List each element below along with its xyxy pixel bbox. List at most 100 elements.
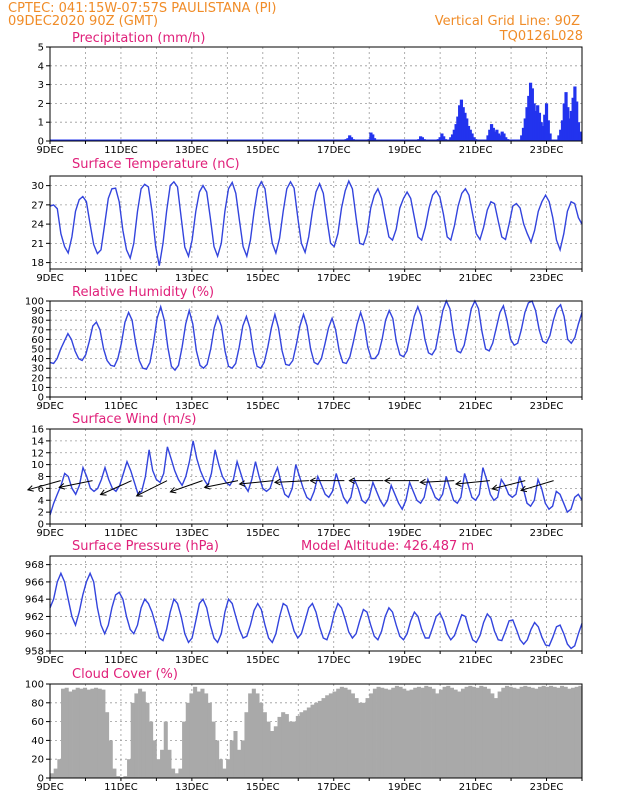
cloud-cover-bar [306,707,311,778]
cloud-cover-bar [299,712,304,778]
cloud-cover-bar [372,688,377,778]
cloud-cover-bar [240,740,245,778]
cloud-cover-bar [152,740,157,778]
precipitation-xtick-label: 13DEC [175,145,209,156]
humidity-ytick-label: 10 [31,383,44,394]
cloud-cover-bar [354,698,359,778]
cloud-cover-bar [303,710,308,778]
temperature-title: Surface Temperature (nC) [72,157,240,172]
humidity-ytick-label: 50 [31,345,44,356]
humidity-xtick-label: 11DEC [104,401,138,412]
header-code: TQ0126L028 [499,29,583,44]
humidity-ytick-label: 0 [38,393,44,404]
cloud-cover-bar [226,759,231,778]
cloud-cover-bar [244,712,249,778]
cloud-cover-bar [548,685,554,778]
cloud-cover-bar [171,768,176,778]
cloud-cover-bar [453,689,458,778]
cloud-cover-bar [138,688,143,778]
precip-bar [537,112,542,141]
cloud-cover-bar [563,686,568,778]
precipitation-ytick-label: 0 [38,137,44,148]
pressure-ytick-label: 960 [25,629,44,640]
humidity-xtick-label: 15DEC [246,401,280,412]
cloud-cover-bar [163,721,168,778]
precip-bar [472,137,476,141]
precip-bar [493,131,497,141]
cloud-cover-bar [365,698,370,778]
cloud-cover-bar [328,693,333,778]
cloud-cover-bar [193,686,198,778]
cloud-cover-bar [523,685,528,778]
cloud-cover-bar [457,691,462,778]
header-run-time: 09DEC2020 90Z (GMT) [8,14,158,29]
temperature-ytick-label: 24 [31,220,44,231]
cloud-cover-bar [292,721,297,778]
wind-ytick-label: 14 [31,436,44,447]
precip-bar [569,110,573,141]
cloud-cover-bar [288,721,293,778]
temperature-panel: 18 21 24 27 30 9DEC 11DEC 13DEC 15DEC 17DEC 19DEC 2… [31,175,583,284]
pressure-ytick-label: 964 [25,595,44,606]
wind-frame [49,428,583,525]
cloud-cover-bar [156,759,161,778]
humidity-xtick-label: 13DEC [175,401,209,412]
cloud-cover-bar [90,688,95,778]
wind-arrowhead [383,477,391,484]
cloud-cover-bar [127,759,132,778]
cloud-cover-bar [438,689,443,778]
cloud-cover-bar [211,721,216,778]
precip-bar [559,129,563,141]
temperature-xtick-label: 9DEC [36,273,63,284]
cloud-cover-bar [277,716,282,778]
cloud-cover-bar [112,768,117,778]
temperature-series-line [49,179,583,266]
cloud-cover-bar [178,768,183,778]
cloud-cover-ytick-label: 80 [31,698,44,709]
cloud-cover-bar [369,693,374,778]
humidity-frame [49,300,583,398]
cloud-cover-xtick-label: 15DEC [246,782,280,793]
cloud-cover-bar [130,702,135,778]
cloud-cover-bar [310,704,315,778]
wind-arrowhead [99,489,107,496]
pressure-series-line [49,571,583,650]
cloud-cover-xtick-label: 11DEC [104,782,138,793]
cloud-cover-ytick-label: 100 [25,680,44,691]
cloud-cover-bar [475,687,480,778]
header-grid-line: Vertical Grid Line: 90Z [435,14,580,29]
cloud-cover-bar [402,688,407,778]
precip-bar [489,124,494,141]
header-location: CPTEC: 041:15W-07:57S PAULISTANA (PI) [8,1,276,16]
pressure-title: Surface Pressure (hPa) [72,539,219,554]
cloud-cover-bar [446,685,451,778]
precip-bar [527,95,531,141]
cloud-cover-bar [413,687,418,778]
cloud-cover-xtick-label: 17DEC [317,782,351,793]
temperature-xtick-label: 21DEC [459,273,493,284]
cloud-cover-bar [420,687,425,778]
cloud-cover-bar [284,714,289,778]
precip-bar [530,88,534,141]
cloud-cover-bar [108,740,113,778]
precip-bar [470,133,474,141]
precip-bar [438,137,442,141]
wind-title: Surface Wind (m/s) [72,412,196,427]
cloud-cover-bar [50,773,55,778]
cloud-cover-bar [273,726,278,778]
wind-arrow [420,480,455,483]
precip-bar [564,92,568,141]
cloud-cover-bar [431,688,436,778]
wind-arrowhead [419,478,426,486]
precipitation-xtick-label: 21DEC [459,145,493,156]
humidity-ytick-label: 60 [31,335,44,346]
wind-arrowhead [203,483,211,490]
cloud-cover-bar [321,698,326,778]
precip-bar [498,135,503,141]
precip-bar [536,105,540,141]
cloud-cover-bar [427,686,432,778]
temperature-xtick-label: 23DEC [530,273,564,284]
humidity-title: Relative Humidity (%) [72,285,214,300]
cloud-cover-bar [105,712,110,778]
humidity-xtick-label: 21DEC [459,401,493,412]
